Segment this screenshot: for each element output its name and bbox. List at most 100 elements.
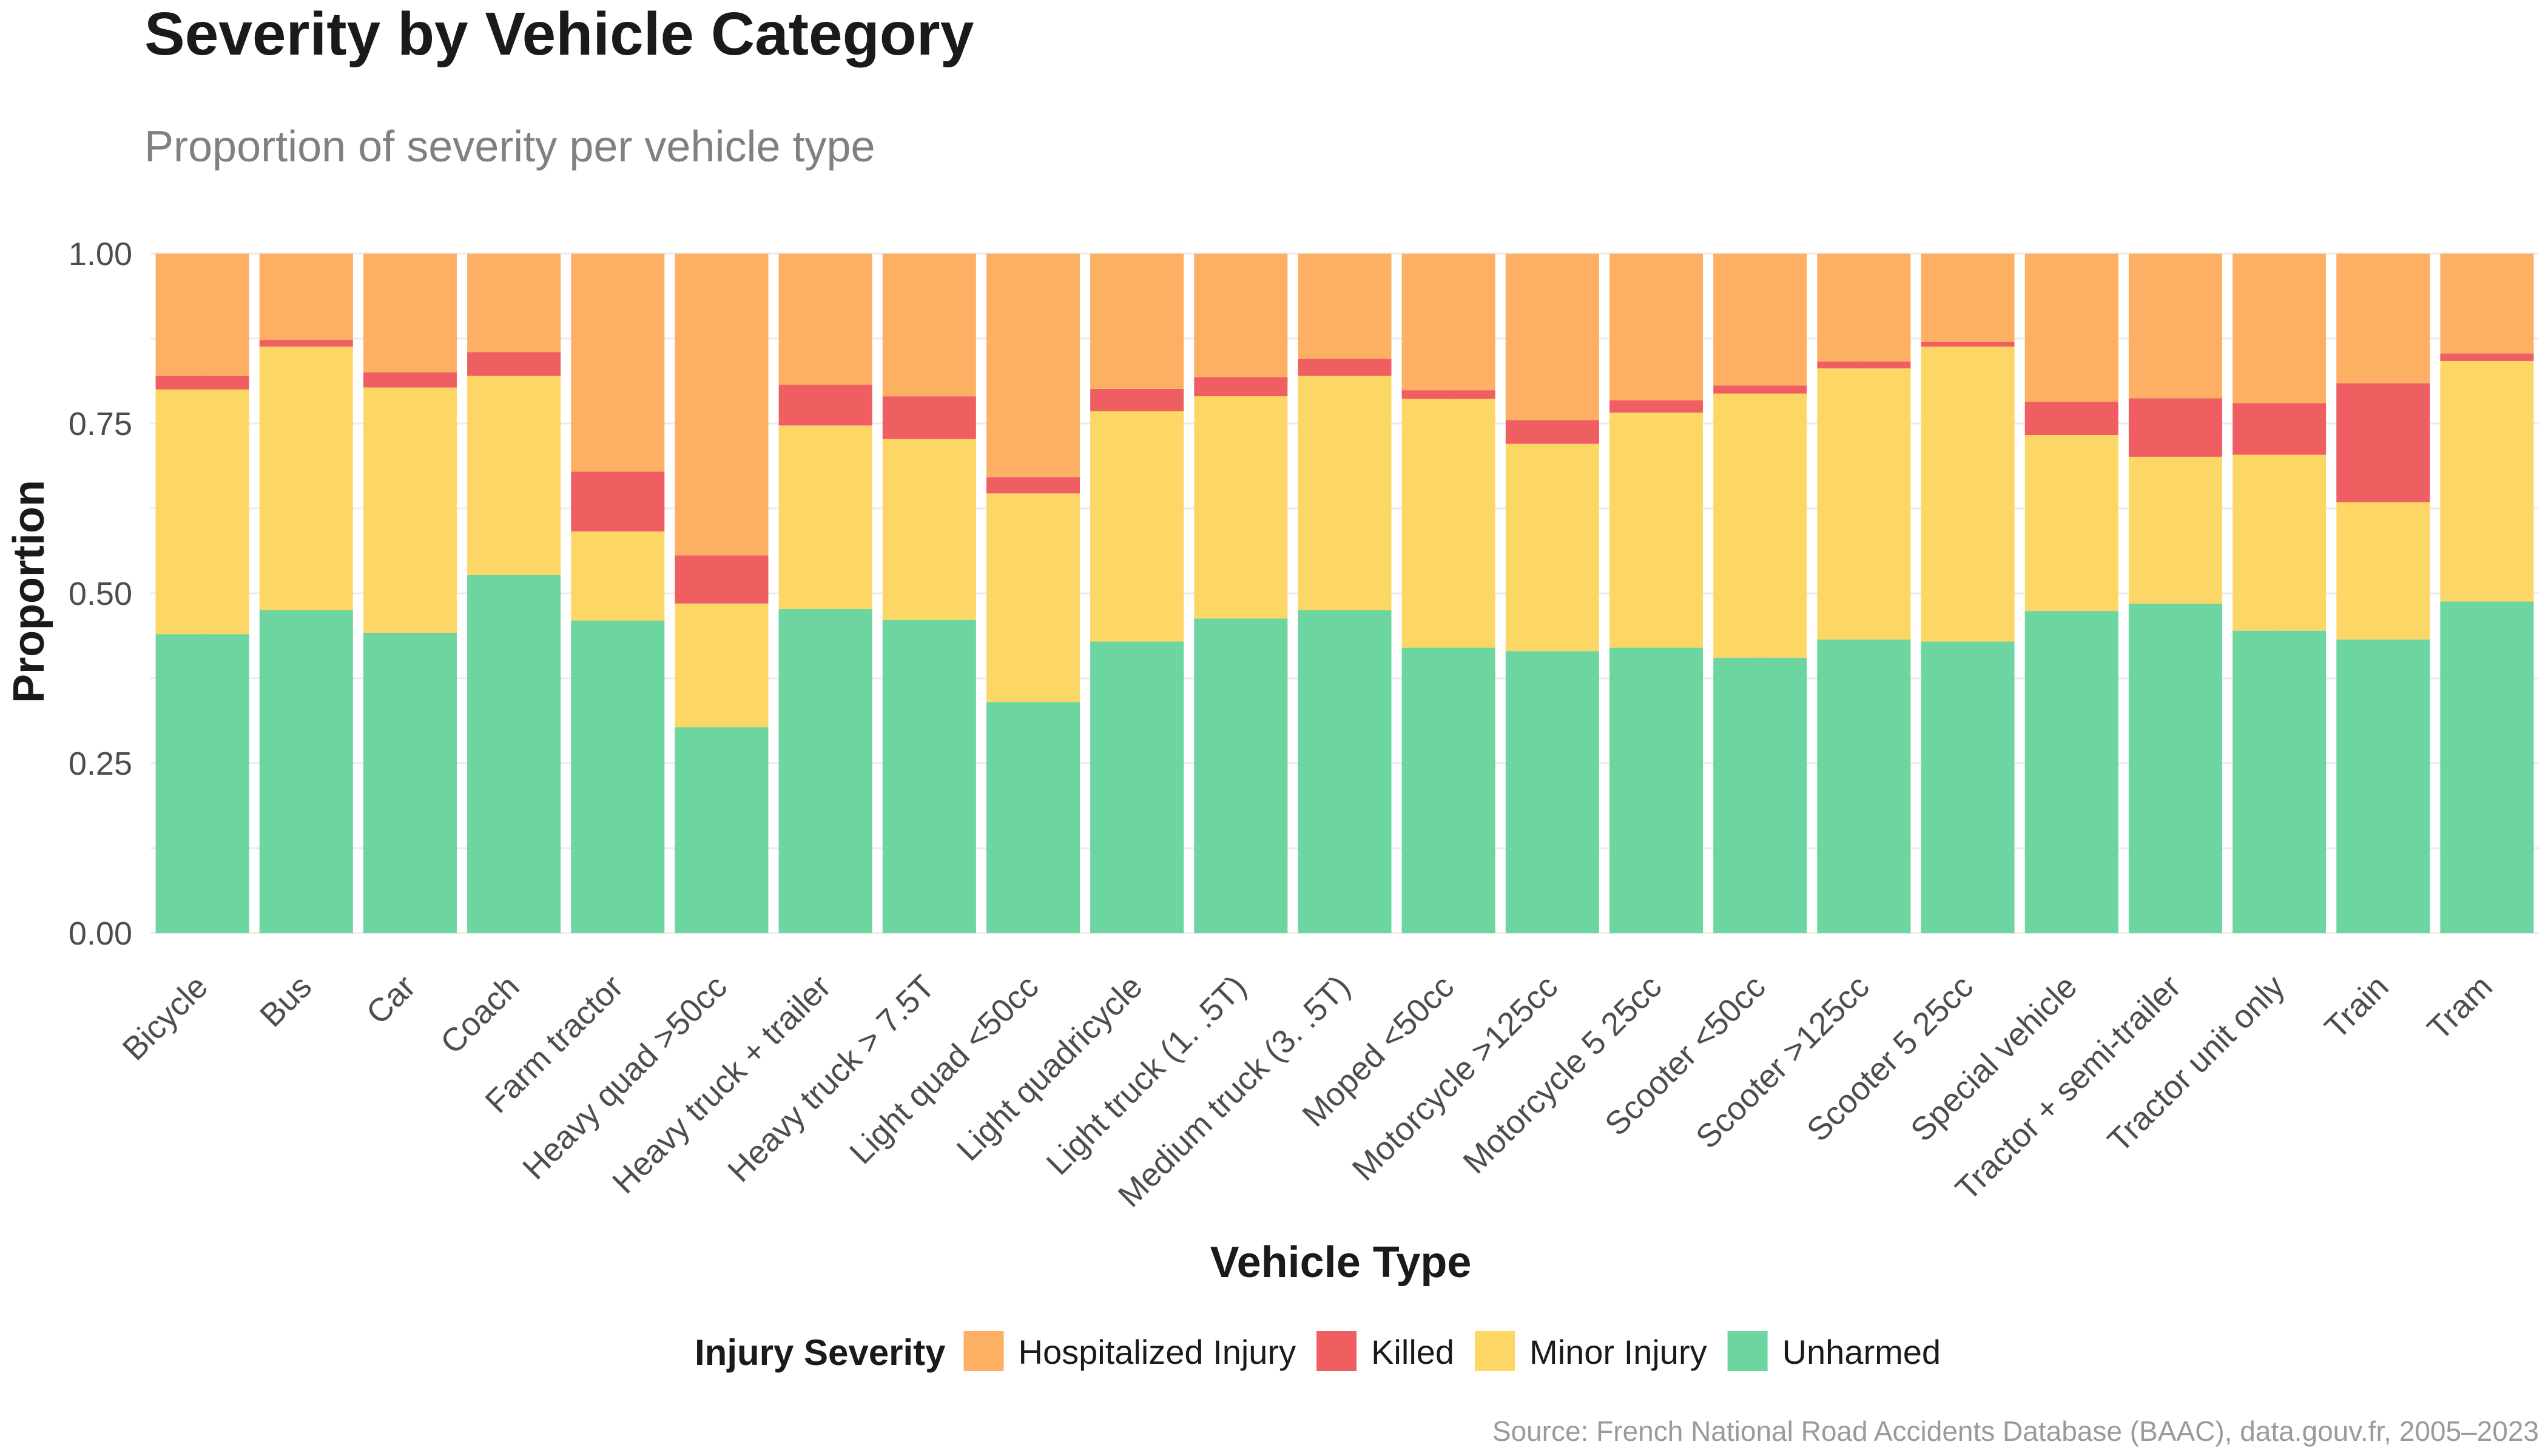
bar-scooter-50cc-killed: [1713, 385, 1807, 394]
bar-special-vehicle-minor-injury: [2024, 435, 2118, 612]
chart-title: Severity by Vehicle Category: [144, 0, 974, 68]
bar-tractor-semi-trailer-minor-injury: [2128, 456, 2222, 604]
y-axis-title: Proportion: [5, 480, 53, 703]
bar-moped-50cc-hospitalized-injury: [1401, 254, 1495, 391]
bar-special-vehicle-killed: [2024, 402, 2118, 436]
y-axis-ticks: 0.00 0.25 0.50 0.75 1.00: [69, 236, 132, 952]
bar-farm-tractor-killed: [571, 471, 665, 532]
bar-light-quadricycle-hospitalized-injury: [1090, 254, 1184, 389]
y-tick-label: 0.75: [69, 406, 132, 442]
bar-moped-50cc-minor-injury: [1401, 399, 1495, 648]
x-axis-title: Vehicle Type: [1210, 1238, 1472, 1287]
bar-tram-killed: [2440, 353, 2534, 361]
bar-coach-hospitalized-injury: [467, 254, 561, 352]
y-tick-label: 1.00: [69, 236, 132, 272]
y-tick-label: 0.50: [69, 576, 132, 612]
legend-label-unharmed: Unharmed: [1782, 1333, 1941, 1371]
bar-medium-truck-3-5t-unharmed: [1298, 610, 1392, 933]
x-tick-label: Tractor unit only: [2101, 968, 2292, 1159]
x-tick-label: Light truck (1. .5T): [1040, 968, 1253, 1182]
x-tick-label: Scooter >125cc: [1689, 968, 1876, 1156]
bar-scooter-5-25cc-minor-injury: [1921, 346, 2015, 642]
bar-heavy-truck-trailer-killed: [778, 385, 872, 426]
y-tick-label: 0.25: [69, 746, 132, 782]
bar-bus-killed: [259, 340, 353, 347]
bar-tram-minor-injury: [2440, 360, 2534, 602]
bar-light-quadricycle-killed: [1090, 388, 1184, 411]
bar-train-unharmed: [2336, 639, 2430, 933]
bar-scooter-5-25cc-hospitalized-injury: [1921, 254, 2015, 342]
bar-scooter-50cc-hospitalized-injury: [1713, 254, 1807, 386]
bar-heavy-truck-trailer-hospitalized-injury: [778, 254, 872, 385]
bar-tractor-unit-only-unharmed: [2233, 630, 2327, 933]
bar-light-truck-1-5t-killed: [1194, 377, 1288, 397]
bar-heavy-quad-50cc-minor-injury: [675, 603, 769, 727]
bar-tram-hospitalized-injury: [2440, 254, 2534, 354]
bar-medium-truck-3-5t-hospitalized-injury: [1298, 254, 1392, 359]
bar-light-quadricycle-minor-injury: [1090, 411, 1184, 642]
legend: Hospitalized Injury Killed Minor Injury Unh…: [963, 1331, 1941, 1371]
bar-light-quad-50cc-hospitalized-injury: [986, 254, 1080, 477]
bar-scooter-125cc-killed: [1817, 362, 1911, 369]
bar-scooter-5-25cc-killed: [1921, 342, 2015, 347]
bar-car-unharmed: [363, 632, 457, 933]
x-tick-label: Coach: [434, 968, 527, 1061]
bar-coach-unharmed: [467, 575, 561, 933]
bar-tractor-unit-only-minor-injury: [2233, 454, 2327, 631]
bar-heavy-truck-trailer-minor-injury: [778, 425, 872, 609]
bar-bicycle-unharmed: [155, 634, 249, 933]
bar-special-vehicle-hospitalized-injury: [2024, 254, 2118, 402]
bar-coach-minor-injury: [467, 376, 561, 575]
bar-medium-truck-3-5t-killed: [1298, 359, 1392, 376]
bar-heavy-truck-trailer-unharmed: [778, 608, 872, 933]
bar-scooter-125cc-hospitalized-injury: [1817, 254, 1911, 362]
legend-label-killed: Killed: [1371, 1333, 1454, 1371]
x-tick-label: Light quad <50cc: [843, 968, 1045, 1171]
chart-subtitle: Proportion of severity per vehicle type: [144, 123, 875, 171]
bar-moped-50cc-killed: [1401, 390, 1495, 399]
bar-train-hospitalized-injury: [2336, 254, 2430, 383]
x-tick-label: Motorcycle 5 25cc: [1456, 968, 1668, 1181]
bar-scooter-50cc-unharmed: [1713, 658, 1807, 933]
x-tick-label: Light quadricycle: [950, 968, 1150, 1168]
legend-swatch-hospitalized-injury: [963, 1331, 1004, 1371]
x-tick-label: Heavy quad >50cc: [516, 968, 734, 1187]
bar-scooter-125cc-unharmed: [1817, 639, 1911, 933]
bar-bus-minor-injury: [259, 346, 353, 610]
x-tick-label: Bicycle: [116, 968, 215, 1067]
bar-scooter-50cc-minor-injury: [1713, 393, 1807, 658]
bar-car-minor-injury: [363, 387, 457, 633]
legend-label-minor-injury: Minor Injury: [1529, 1333, 1707, 1371]
bar-coach-killed: [467, 352, 561, 376]
bar-scooter-5-25cc-unharmed: [1921, 641, 2015, 933]
bar-heavy-truck-7-5t-hospitalized-injury: [882, 254, 976, 397]
bar-moped-50cc-unharmed: [1401, 647, 1495, 933]
bar-light-truck-1-5t-unharmed: [1194, 618, 1288, 933]
legend-swatch-minor-injury: [1475, 1331, 1515, 1371]
bar-tram-unharmed: [2440, 601, 2534, 933]
bar-tractor-semi-trailer-killed: [2128, 398, 2222, 457]
bar-light-truck-1-5t-minor-injury: [1194, 396, 1288, 619]
legend-label-hospitalized-injury: Hospitalized Injury: [1019, 1333, 1296, 1371]
bar-heavy-truck-7-5t-minor-injury: [882, 439, 976, 620]
y-tick-label: 0.00: [69, 915, 132, 952]
bar-light-quadricycle-unharmed: [1090, 641, 1184, 933]
bar-bus-unharmed: [259, 610, 353, 933]
bar-motorcycle-5-25cc-minor-injury: [1609, 413, 1704, 648]
bar-motorcycle-5-25cc-hospitalized-injury: [1609, 254, 1704, 400]
bar-farm-tractor-hospitalized-injury: [571, 254, 665, 472]
bar-motorcycle-125cc-hospitalized-injury: [1505, 254, 1599, 420]
x-tick-label: Tram: [2421, 968, 2499, 1047]
bar-special-vehicle-unharmed: [2024, 611, 2118, 933]
bar-heavy-truck-7-5t-killed: [882, 396, 976, 439]
x-tick-label: Car: [359, 968, 422, 1031]
bar-motorcycle-5-25cc-unharmed: [1609, 647, 1704, 933]
legend-swatch-killed: [1316, 1331, 1357, 1371]
bar-tractor-semi-trailer-unharmed: [2128, 603, 2222, 933]
bar-motorcycle-125cc-killed: [1505, 420, 1599, 444]
bar-car-killed: [363, 372, 457, 388]
bar-heavy-truck-7-5t-unharmed: [882, 619, 976, 933]
bar-motorcycle-125cc-unharmed: [1505, 651, 1599, 933]
